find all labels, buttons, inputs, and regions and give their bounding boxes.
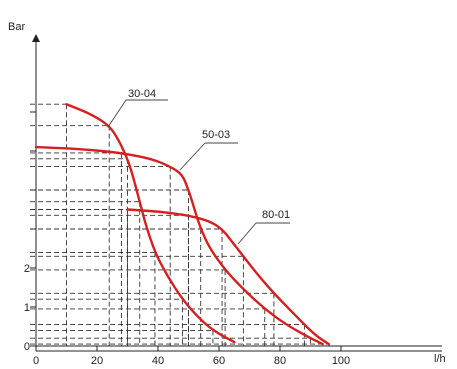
x-tick-label: 0 — [33, 355, 39, 367]
x-tick-label: 40 — [152, 355, 164, 367]
pump-curves — [34, 103, 330, 346]
leader-30-04 — [107, 99, 127, 128]
series-label-50-03: 50-03 — [202, 129, 230, 141]
series-label-30-04: 30-04 — [128, 88, 156, 100]
y-tick-label: 1 — [24, 302, 30, 314]
y-tick-label: 0 — [24, 341, 30, 353]
leader-50-03 — [179, 142, 206, 171]
curve-50-03 — [34, 145, 324, 346]
reading-guides — [30, 103, 330, 346]
series-label-80-01: 80-01 — [262, 209, 290, 221]
x-tick-label: 100 — [332, 355, 350, 367]
y-tick-label: 2 — [24, 263, 30, 275]
x-axis-label: l/h — [434, 353, 446, 365]
curve-30-04 — [65, 103, 236, 344]
x-tick-label: 60 — [213, 355, 225, 367]
x-tick-label: 20 — [91, 355, 103, 367]
curve-80-01 — [126, 208, 330, 346]
x-ticks: 0 20 40 60 80 100 — [33, 346, 350, 367]
y-axis-label: Bar — [8, 21, 25, 33]
leader-80-01 — [237, 222, 257, 245]
x-tick-label: 80 — [274, 355, 286, 367]
y-ticks: 0 1 2 — [24, 111, 36, 353]
